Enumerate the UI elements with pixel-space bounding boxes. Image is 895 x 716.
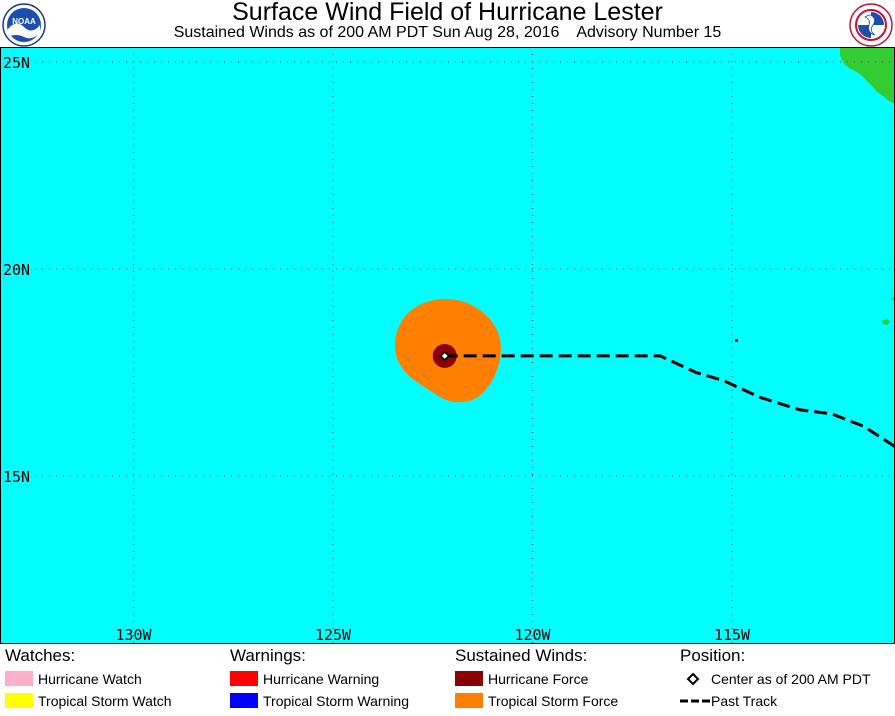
hurricane-force-swatch — [455, 671, 483, 686]
land-island-small — [890, 297, 895, 301]
tropical-storm-warning-swatch — [230, 693, 258, 708]
tropical-storm-force-label: Tropical Storm Force — [488, 693, 619, 709]
latitude-label: 20N — [3, 261, 30, 279]
legend-sustained-winds: Sustained Winds: Hurricane Force Tropica… — [455, 645, 618, 709]
hurricane-watch-label: Hurricane Watch — [38, 671, 142, 687]
map-subtitle: Sustained Winds as of 200 AM PDT Sun Aug… — [173, 24, 722, 41]
wind-field-map: 25N 20N 15N 130W 125W 120W 115W — [0, 47, 895, 644]
legend-watches: Watches: Hurricane Watch Tropical Storm … — [5, 645, 172, 709]
center-position-label: Center as of 200 AM PDT — [711, 671, 871, 687]
legend-winds-heading: Sustained Winds: — [455, 646, 588, 665]
latitude-label: 15N — [3, 468, 30, 486]
noaa-logo-text: NOAA — [12, 17, 36, 26]
legend-watches-heading: Watches: — [5, 646, 76, 665]
lat-lon-grid — [0, 47, 895, 644]
storm-center-marker — [439, 350, 450, 362]
hurricane-warning-label: Hurricane Warning — [263, 671, 380, 687]
longitude-label: 115W — [714, 626, 751, 644]
dashed-line-icon — [680, 699, 710, 703]
legend: Watches: Hurricane Watch Tropical Storm … — [0, 645, 895, 716]
tropical-storm-watch-swatch — [5, 693, 33, 708]
legend-position-heading: Position: — [680, 646, 746, 665]
legend-warnings-heading: Warnings: — [230, 646, 306, 665]
land-island — [882, 319, 890, 325]
diamond-marker-icon — [686, 672, 700, 686]
hurricane-force-label: Hurricane Force — [488, 671, 589, 687]
grid-labels: 25N 20N 15N 130W 125W 120W 115W — [3, 54, 751, 644]
longitude-label: 130W — [115, 626, 152, 644]
hurricane-watch-swatch — [5, 671, 33, 686]
legend-warnings: Warnings: Hurricane Warning Tropical Sto… — [230, 645, 409, 709]
islet-marker — [735, 339, 738, 342]
past-track-label: Past Track — [711, 693, 778, 709]
latitude-label: 25N — [3, 54, 30, 72]
nws-logo-icon — [849, 3, 893, 47]
legend-position: Position: Center as of 200 AM PDT Past T… — [680, 645, 871, 709]
tropical-storm-force-swatch — [455, 693, 483, 708]
noaa-logo-icon: NOAA — [2, 3, 46, 47]
land-mexico-coast — [840, 47, 895, 104]
longitude-label: 120W — [514, 626, 551, 644]
past-track-line — [444, 354, 895, 449]
hurricane-warning-swatch — [230, 671, 258, 686]
tropical-storm-watch-label: Tropical Storm Watch — [38, 693, 172, 709]
longitude-label: 125W — [315, 626, 352, 644]
tropical-storm-warning-label: Tropical Storm Warning — [263, 693, 410, 709]
map-title: Surface Wind Field of Hurricane Lester — [232, 0, 663, 26]
